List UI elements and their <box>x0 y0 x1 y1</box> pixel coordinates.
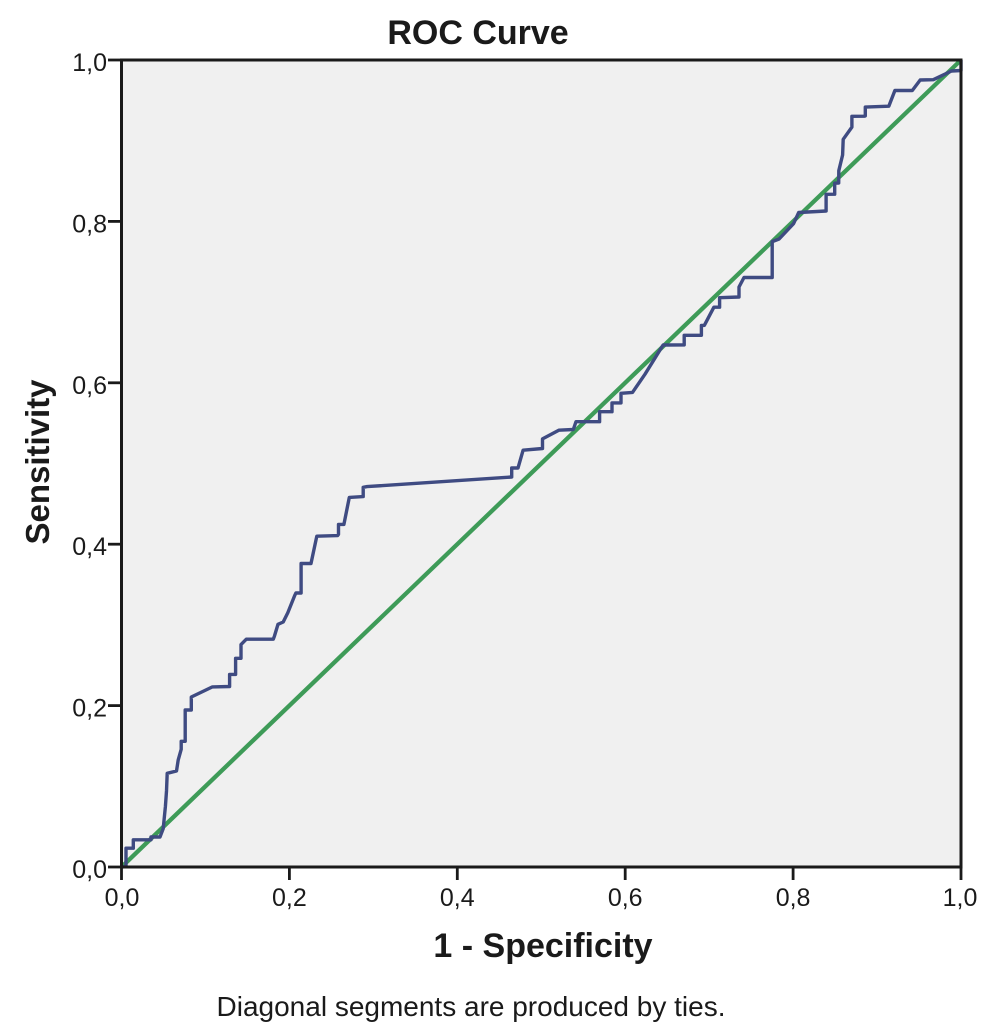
svg-text:1 - Specificity: 1 - Specificity <box>433 927 652 965</box>
svg-text:1,0: 1,0 <box>943 884 978 912</box>
svg-text:Sensitivity: Sensitivity <box>19 379 56 545</box>
svg-text:0,2: 0,2 <box>72 695 107 723</box>
svg-text:ROC Curve: ROC Curve <box>387 14 568 52</box>
svg-text:0,0: 0,0 <box>105 884 140 912</box>
svg-text:Diagonal segments are produced: Diagonal segments are produced by ties. <box>217 991 726 1022</box>
svg-text:0,6: 0,6 <box>608 884 643 912</box>
svg-text:0,4: 0,4 <box>72 533 107 561</box>
svg-text:0,2: 0,2 <box>272 884 307 912</box>
svg-text:0,4: 0,4 <box>440 884 475 912</box>
svg-text:0,8: 0,8 <box>776 884 811 912</box>
svg-text:0,0: 0,0 <box>72 856 107 884</box>
svg-text:1,0: 1,0 <box>72 49 107 77</box>
svg-text:0,6: 0,6 <box>72 372 107 400</box>
svg-text:0,8: 0,8 <box>72 210 107 238</box>
